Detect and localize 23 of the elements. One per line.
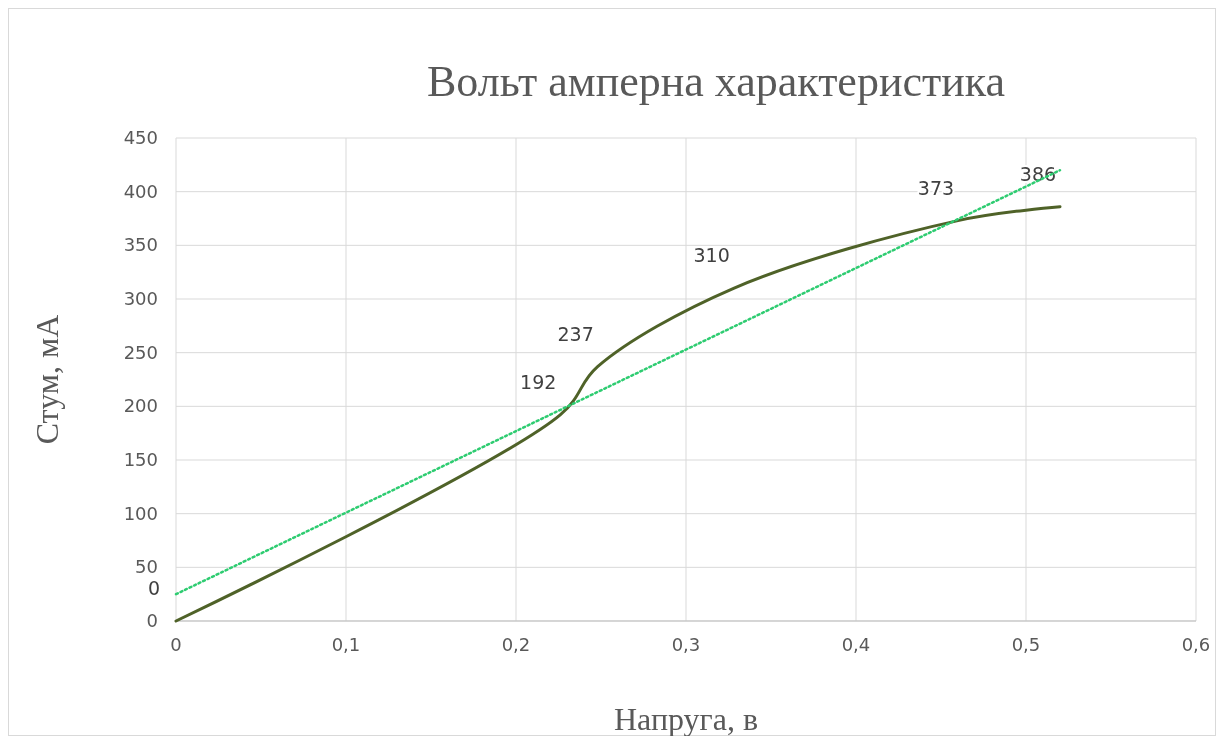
y-tick-label: 350 xyxy=(123,234,158,256)
y-tick-label: 0 xyxy=(146,610,158,631)
data-label: 237 xyxy=(557,322,594,345)
x-tick-label: 0 xyxy=(170,634,182,655)
x-tick-label: 0,3 xyxy=(671,634,701,655)
x-tick-label: 0,4 xyxy=(841,634,871,655)
chart-title: Вольт амперна характеристика xyxy=(427,57,1005,106)
x-tick-label: 0,1 xyxy=(331,634,361,655)
y-tick-label: 400 xyxy=(123,180,158,202)
y-axis-title: Стум, мА xyxy=(29,314,65,445)
x-tick-label: 0,6 xyxy=(1181,634,1211,655)
y-tick-label: 450 xyxy=(123,127,158,148)
data-label: 310 xyxy=(693,244,730,267)
data-label: 373 xyxy=(917,176,955,199)
y-tick-label: 50 xyxy=(135,556,158,578)
y-tick-label: 250 xyxy=(123,341,158,363)
x-tick-label: 0,2 xyxy=(501,634,531,655)
y-tick-label: 150 xyxy=(123,449,158,470)
y-tick-label: 300 xyxy=(123,288,158,309)
x-tick-label: 0,5 xyxy=(1011,634,1041,655)
y-tick-label: 200 xyxy=(123,395,158,417)
y-tick-label: 100 xyxy=(123,502,158,524)
data-label: 192 xyxy=(520,370,557,393)
